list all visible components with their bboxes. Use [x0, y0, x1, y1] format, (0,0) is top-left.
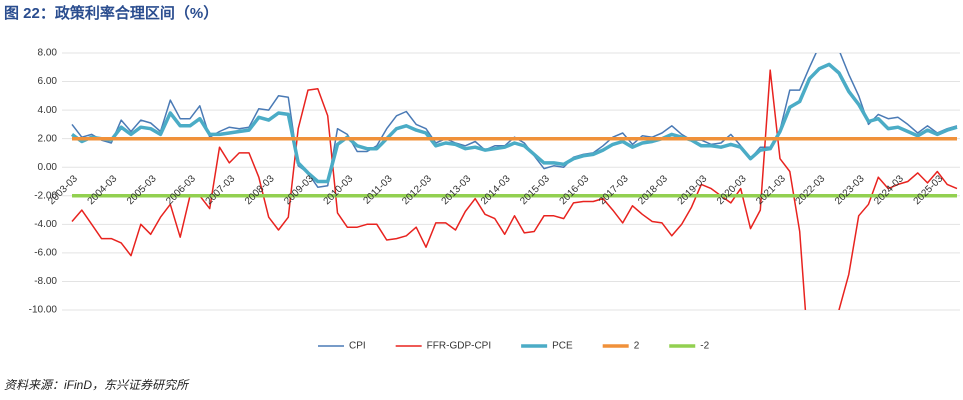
y-tick-label: 0.00	[38, 162, 58, 173]
legend-label: FFR-GDP-CPI	[427, 341, 491, 352]
x-tick-label: 2009-03	[282, 173, 316, 207]
x-tick-label: 2008-03	[243, 173, 277, 207]
x-tick-label: 2013-03	[440, 173, 474, 207]
x-tick-label: 2012-03	[400, 173, 434, 207]
series-line	[71, 53, 958, 188]
x-tick-label: 2022-03	[794, 173, 828, 207]
legend-label: -2	[700, 341, 709, 352]
x-tick-label: 2015-03	[518, 173, 552, 207]
x-tick-label: 2018-03	[636, 173, 670, 207]
x-tick-label: 2005-03	[125, 173, 159, 207]
x-tick-label: 2004-03	[86, 173, 120, 207]
plot-area	[70, 53, 958, 310]
x-tick-label: 2010-03	[322, 173, 356, 207]
y-tick-label: -10.00	[29, 305, 58, 316]
legend-label: 2	[634, 341, 640, 352]
series-line	[70, 62, 958, 184]
x-tick-label: 2011-03	[361, 173, 395, 207]
labels: -10.00 -8.00 -6.00 -4.00 -2.00 0.00 2.00 4.00 6.…	[29, 48, 946, 352]
y-tick-label: -6.00	[34, 248, 57, 259]
x-tick-label: 2019-03	[676, 173, 710, 207]
chart-title: 图 22：政策利率合理区间（%）	[4, 4, 218, 22]
x-tick-label: 2006-03	[164, 173, 198, 207]
x-tick-label: 2014-03	[479, 173, 513, 207]
y-tick-label: 8.00	[38, 48, 58, 59]
y-tick-label: -8.00	[34, 276, 57, 287]
y-tick-label: 4.00	[38, 105, 58, 116]
x-tick-label: 2025-03	[912, 173, 946, 207]
legend-label: PCE	[552, 341, 573, 352]
legend-label: CPI	[349, 341, 366, 352]
y-tick-label: -2.00	[34, 190, 57, 201]
source: 资料来源：iFinD，东兴证券研究所	[4, 378, 190, 392]
series-line	[71, 69, 958, 310]
x-tick-label: 2017-03	[597, 173, 631, 207]
y-tick-label: 6.00	[38, 76, 58, 87]
x-tick-label: 2021-03	[754, 173, 788, 207]
y-tick-label: 2.00	[38, 133, 58, 144]
x-tick-label: 2007-03	[204, 173, 238, 207]
y-tick-label: -4.00	[34, 219, 57, 230]
x-tick-label: 2023-03	[833, 173, 867, 207]
